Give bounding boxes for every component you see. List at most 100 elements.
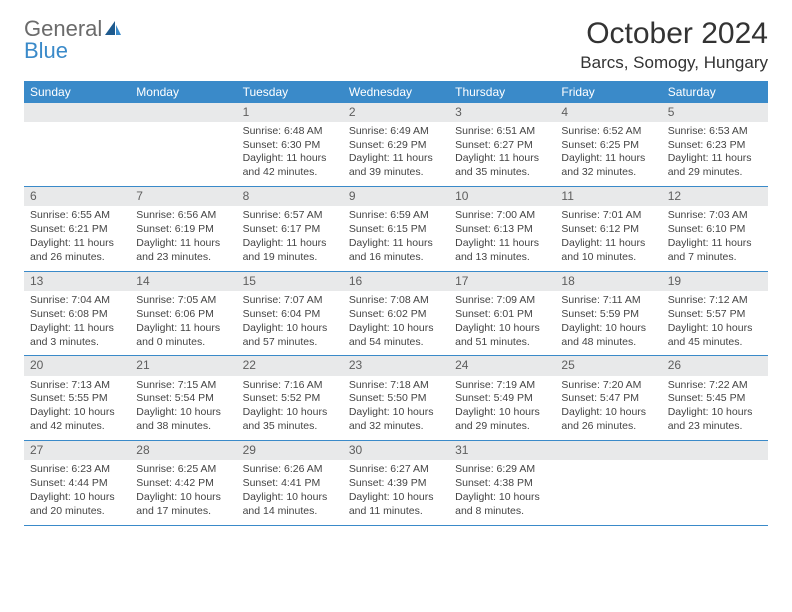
cell-body: Sunrise: 7:07 AMSunset: 6:04 PMDaylight:… <box>237 291 343 349</box>
cell-body: Sunrise: 7:18 AMSunset: 5:50 PMDaylight:… <box>343 376 449 434</box>
calendar-cell: 20Sunrise: 7:13 AMSunset: 5:55 PMDayligh… <box>24 356 130 440</box>
sunset-text: Sunset: 4:38 PM <box>455 477 549 491</box>
daylight-text: Daylight: 10 hours and 35 minutes. <box>243 406 337 434</box>
day-number: 13 <box>24 272 130 291</box>
sunset-text: Sunset: 5:45 PM <box>668 392 762 406</box>
calendar-cell: 5Sunrise: 6:53 AMSunset: 6:23 PMDaylight… <box>662 103 768 187</box>
cell-body: Sunrise: 7:13 AMSunset: 5:55 PMDaylight:… <box>24 376 130 434</box>
sunrise-text: Sunrise: 6:55 AM <box>30 209 124 223</box>
dow-label: Monday <box>130 81 236 103</box>
logo-word-2: Blue <box>24 38 68 63</box>
sunrise-text: Sunrise: 6:48 AM <box>243 125 337 139</box>
calendar-cell: 3Sunrise: 6:51 AMSunset: 6:27 PMDaylight… <box>449 103 555 187</box>
daylight-text: Daylight: 11 hours and 3 minutes. <box>30 322 124 350</box>
calendar-week: 27Sunrise: 6:23 AMSunset: 4:44 PMDayligh… <box>24 441 768 526</box>
day-number: 6 <box>24 187 130 206</box>
cell-body: Sunrise: 6:27 AMSunset: 4:39 PMDaylight:… <box>343 460 449 518</box>
sunset-text: Sunset: 6:15 PM <box>349 223 443 237</box>
sunrise-text: Sunrise: 6:56 AM <box>136 209 230 223</box>
calendar-cell: 4Sunrise: 6:52 AMSunset: 6:25 PMDaylight… <box>555 103 661 187</box>
sunset-text: Sunset: 6:08 PM <box>30 308 124 322</box>
daylight-text: Daylight: 10 hours and 51 minutes. <box>455 322 549 350</box>
cell-body: Sunrise: 6:56 AMSunset: 6:19 PMDaylight:… <box>130 206 236 264</box>
cell-body: Sunrise: 7:00 AMSunset: 6:13 PMDaylight:… <box>449 206 555 264</box>
day-number: 14 <box>130 272 236 291</box>
sunset-text: Sunset: 4:42 PM <box>136 477 230 491</box>
calendar-cell: 6Sunrise: 6:55 AMSunset: 6:21 PMDaylight… <box>24 187 130 271</box>
daylight-text: Daylight: 10 hours and 14 minutes. <box>243 491 337 519</box>
calendar-cell: 2Sunrise: 6:49 AMSunset: 6:29 PMDaylight… <box>343 103 449 187</box>
daylight-text: Daylight: 10 hours and 29 minutes. <box>455 406 549 434</box>
sunrise-text: Sunrise: 6:52 AM <box>561 125 655 139</box>
sunrise-text: Sunrise: 6:57 AM <box>243 209 337 223</box>
sunrise-text: Sunrise: 7:12 AM <box>668 294 762 308</box>
daylight-text: Daylight: 11 hours and 23 minutes. <box>136 237 230 265</box>
cell-body: Sunrise: 7:04 AMSunset: 6:08 PMDaylight:… <box>24 291 130 349</box>
days-of-week-header: SundayMondayTuesdayWednesdayThursdayFrid… <box>24 81 768 103</box>
cell-body: Sunrise: 7:03 AMSunset: 6:10 PMDaylight:… <box>662 206 768 264</box>
sunrise-text: Sunrise: 7:08 AM <box>349 294 443 308</box>
day-number: 8 <box>237 187 343 206</box>
calendar-cell: 23Sunrise: 7:18 AMSunset: 5:50 PMDayligh… <box>343 356 449 440</box>
day-number: 11 <box>555 187 661 206</box>
calendar-cell: 24Sunrise: 7:19 AMSunset: 5:49 PMDayligh… <box>449 356 555 440</box>
cell-body: Sunrise: 6:52 AMSunset: 6:25 PMDaylight:… <box>555 122 661 180</box>
day-number: 27 <box>24 441 130 460</box>
sunrise-text: Sunrise: 6:53 AM <box>668 125 762 139</box>
cell-body: Sunrise: 6:25 AMSunset: 4:42 PMDaylight:… <box>130 460 236 518</box>
cell-body: Sunrise: 7:08 AMSunset: 6:02 PMDaylight:… <box>343 291 449 349</box>
sunset-text: Sunset: 6:12 PM <box>561 223 655 237</box>
calendar-cell <box>24 103 130 187</box>
sunset-text: Sunset: 6:27 PM <box>455 139 549 153</box>
daylight-text: Daylight: 11 hours and 29 minutes. <box>668 152 762 180</box>
day-number: 16 <box>343 272 449 291</box>
cell-body: Sunrise: 7:22 AMSunset: 5:45 PMDaylight:… <box>662 376 768 434</box>
cell-body: Sunrise: 6:29 AMSunset: 4:38 PMDaylight:… <box>449 460 555 518</box>
calendar-cell: 18Sunrise: 7:11 AMSunset: 5:59 PMDayligh… <box>555 272 661 356</box>
calendar-cell: 28Sunrise: 6:25 AMSunset: 4:42 PMDayligh… <box>130 441 236 525</box>
calendar-cell: 19Sunrise: 7:12 AMSunset: 5:57 PMDayligh… <box>662 272 768 356</box>
sunset-text: Sunset: 4:44 PM <box>30 477 124 491</box>
sunset-text: Sunset: 5:49 PM <box>455 392 549 406</box>
calendar-grid: SundayMondayTuesdayWednesdayThursdayFrid… <box>24 81 768 526</box>
sunrise-text: Sunrise: 7:01 AM <box>561 209 655 223</box>
daylight-text: Daylight: 11 hours and 32 minutes. <box>561 152 655 180</box>
sunset-text: Sunset: 5:54 PM <box>136 392 230 406</box>
cell-body: Sunrise: 6:26 AMSunset: 4:41 PMDaylight:… <box>237 460 343 518</box>
sunset-text: Sunset: 6:21 PM <box>30 223 124 237</box>
day-number: 19 <box>662 272 768 291</box>
daylight-text: Daylight: 10 hours and 23 minutes. <box>668 406 762 434</box>
sunrise-text: Sunrise: 7:13 AM <box>30 379 124 393</box>
sunset-text: Sunset: 6:29 PM <box>349 139 443 153</box>
day-number: 29 <box>237 441 343 460</box>
sunrise-text: Sunrise: 7:20 AM <box>561 379 655 393</box>
daylight-text: Daylight: 10 hours and 20 minutes. <box>30 491 124 519</box>
sunset-text: Sunset: 6:19 PM <box>136 223 230 237</box>
calendar-cell: 7Sunrise: 6:56 AMSunset: 6:19 PMDaylight… <box>130 187 236 271</box>
sunset-text: Sunset: 6:25 PM <box>561 139 655 153</box>
sunset-text: Sunset: 6:04 PM <box>243 308 337 322</box>
cell-body: Sunrise: 6:59 AMSunset: 6:15 PMDaylight:… <box>343 206 449 264</box>
daylight-text: Daylight: 10 hours and 54 minutes. <box>349 322 443 350</box>
dow-label: Thursday <box>449 81 555 103</box>
day-number: 4 <box>555 103 661 122</box>
sunrise-text: Sunrise: 7:09 AM <box>455 294 549 308</box>
calendar-cell: 8Sunrise: 6:57 AMSunset: 6:17 PMDaylight… <box>237 187 343 271</box>
daylight-text: Daylight: 11 hours and 42 minutes. <box>243 152 337 180</box>
day-number: 2 <box>343 103 449 122</box>
daylight-text: Daylight: 11 hours and 16 minutes. <box>349 237 443 265</box>
cell-body: Sunrise: 7:16 AMSunset: 5:52 PMDaylight:… <box>237 376 343 434</box>
daylight-text: Daylight: 11 hours and 39 minutes. <box>349 152 443 180</box>
sunset-text: Sunset: 4:39 PM <box>349 477 443 491</box>
day-number: 31 <box>449 441 555 460</box>
day-number: 9 <box>343 187 449 206</box>
cell-body: Sunrise: 7:20 AMSunset: 5:47 PMDaylight:… <box>555 376 661 434</box>
location-text: Barcs, Somogy, Hungary <box>580 53 768 73</box>
daylight-text: Daylight: 10 hours and 32 minutes. <box>349 406 443 434</box>
sunset-text: Sunset: 6:06 PM <box>136 308 230 322</box>
day-number: 12 <box>662 187 768 206</box>
cell-body: Sunrise: 7:01 AMSunset: 6:12 PMDaylight:… <box>555 206 661 264</box>
sunrise-text: Sunrise: 6:26 AM <box>243 463 337 477</box>
sunset-text: Sunset: 6:10 PM <box>668 223 762 237</box>
calendar-cell: 22Sunrise: 7:16 AMSunset: 5:52 PMDayligh… <box>237 356 343 440</box>
